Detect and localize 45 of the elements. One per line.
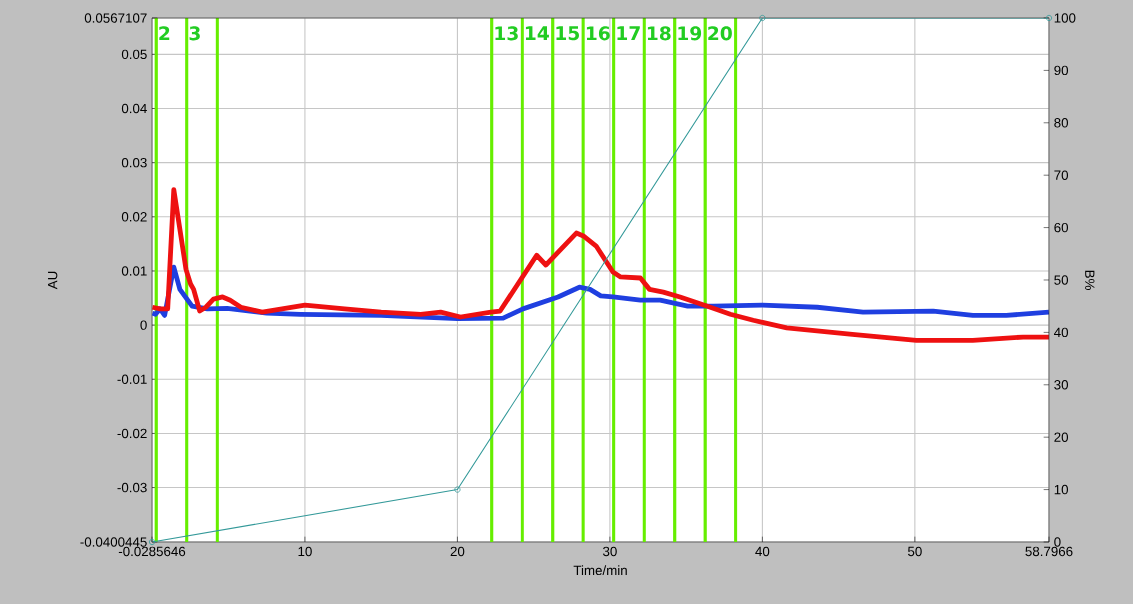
annotation: 17: [617, 26, 640, 40]
annotation: 13: [495, 26, 518, 41]
x-tick-label: 10: [298, 546, 312, 557]
y-tick-label: 0.01: [121, 266, 147, 276]
x-tick-label: 30: [602, 546, 617, 557]
point: [759, 14, 766, 22]
y-tick-label: -0.02: [117, 428, 147, 439]
x-axis-title: Time/min: [573, 565, 627, 576]
y2-tick-label: 30: [1054, 380, 1069, 390]
x-tick-label: 40: [755, 546, 770, 557]
y-tick-label: -0.0400445: [80, 537, 147, 547]
y2-tick-label: 90: [1054, 65, 1069, 76]
y-tick-label: 0.02: [121, 212, 147, 222]
y2-tick-label: 0: [1054, 537, 1061, 547]
y2-tick-label: 60: [1054, 222, 1069, 233]
line-series: [152, 187, 1049, 343]
x-tick-label: 20: [450, 546, 465, 557]
y2-tick-label: 80: [1054, 118, 1069, 128]
annotation: 19: [678, 26, 702, 41]
annotation: 2: [159, 26, 170, 41]
y2-tick-label: 50: [1054, 275, 1069, 285]
x-tick-label: -0.0285646: [118, 546, 186, 557]
y2-tick-label: 20: [1054, 432, 1069, 442]
y-tick-label: 0.03: [121, 157, 147, 168]
y-tick-label: 0.05: [121, 49, 147, 60]
y-tick-label: -0.03: [117, 482, 147, 493]
y-tick-label: -0.01: [117, 374, 147, 384]
point: [454, 486, 461, 493]
y-axis-title: AU: [48, 271, 58, 290]
y2-tick-label: 10: [1054, 484, 1069, 495]
y2-tick-label: 40: [1054, 327, 1069, 338]
y2-axis-title: B%: [1085, 270, 1095, 290]
y-tick-label: 0.0567107: [84, 13, 147, 23]
annotation: 15: [556, 26, 579, 41]
y-tick-label: 0.04: [121, 103, 147, 114]
x-tick-label: 50: [907, 546, 922, 557]
annotation: 3: [189, 26, 200, 41]
x-tick-label: 58.7966: [1025, 546, 1073, 557]
annotation: 14: [525, 26, 549, 40]
y2-tick-label: 70: [1054, 170, 1069, 180]
annotation: 18: [647, 26, 671, 41]
y-tick-label: 0: [140, 320, 147, 330]
y2-tick-label: 100: [1054, 13, 1076, 23]
annotation: 20: [708, 26, 732, 41]
annotation: 16: [586, 26, 610, 41]
